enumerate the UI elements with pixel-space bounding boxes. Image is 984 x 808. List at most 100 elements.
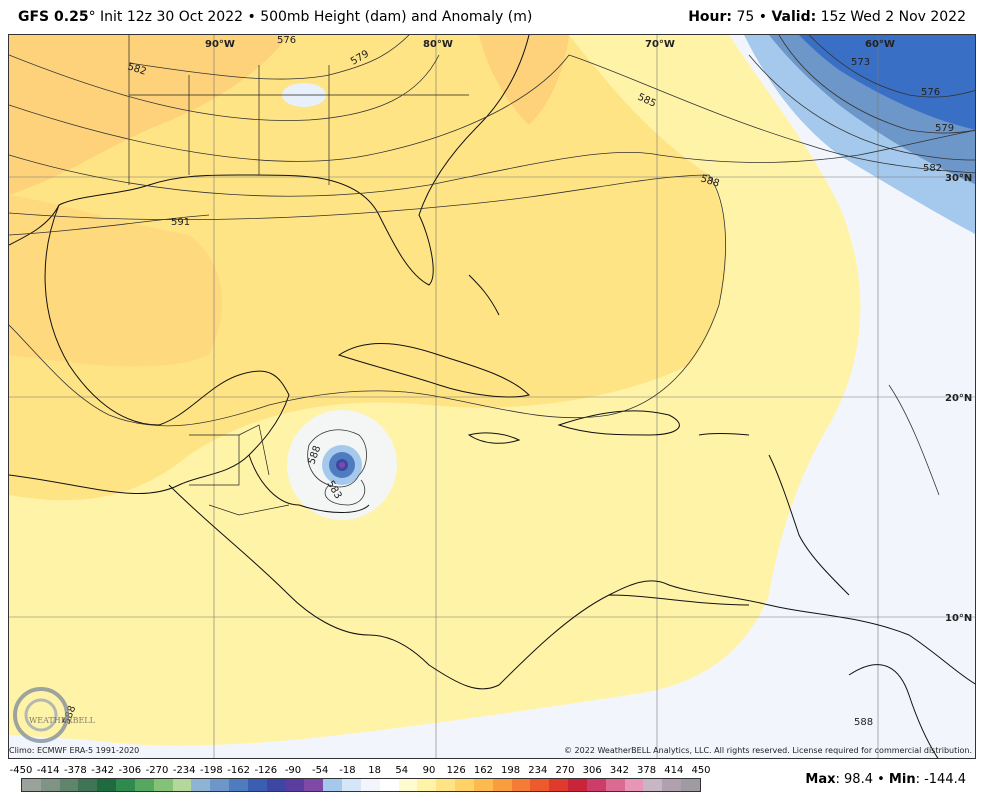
copyright-note: © 2022 WeatherBELL Analytics, LLC. All r… — [564, 746, 972, 755]
legend-swatch — [22, 779, 41, 791]
contour-label-576: 576 — [277, 35, 296, 46]
longitude-labels: 90°W 80°W 70°W 60°W — [205, 39, 895, 50]
legend-colorbar — [21, 778, 701, 792]
lon-80w-label: 80°W — [423, 39, 453, 50]
lon-70w-label: 70°W — [645, 39, 675, 50]
legend-tick-label: 414 — [664, 765, 684, 776]
legend-swatch — [153, 779, 173, 791]
legend-swatch — [568, 779, 587, 791]
height-contours — [9, 35, 975, 506]
contour-label-573: 573 — [851, 57, 870, 68]
separator: • — [243, 9, 261, 25]
legend-swatch — [549, 779, 569, 791]
legend-swatch — [473, 779, 493, 791]
contour-label-576-ne: 576 — [921, 87, 940, 98]
legend-swatch — [229, 779, 248, 791]
header: GFS 0.25° Init 12z 30 Oct 2022 • 500mb H… — [0, 0, 984, 34]
legend-swatch — [78, 779, 98, 791]
legend-tick-label: 306 — [582, 765, 602, 776]
legend-swatch — [492, 779, 512, 791]
max-value: : 98.4 — [835, 772, 873, 787]
logo-text: WEATHERBELL — [29, 716, 96, 725]
legend-swatch — [304, 779, 324, 791]
legend-swatch — [662, 779, 681, 791]
coastlines — [9, 35, 975, 758]
legend-tick-label: 450 — [691, 765, 711, 776]
legend-tick-label: 126 — [446, 765, 466, 776]
legend-tick-label: -126 — [254, 765, 278, 776]
hour-value: 75 — [732, 9, 755, 25]
graticule — [9, 35, 975, 758]
valid-value: 15z Wed 2 Nov 2022 — [816, 9, 966, 25]
contour-label-579-ne: 579 — [935, 123, 954, 134]
legend-swatch — [97, 779, 117, 791]
legend-tick-label: -450 — [9, 765, 33, 776]
legend-tick-label: 198 — [501, 765, 521, 776]
legend-swatch — [285, 779, 305, 791]
legend-swatch — [511, 779, 531, 791]
header-title: GFS 0.25° Init 12z 30 Oct 2022 • 500mb H… — [18, 0, 532, 34]
legend-swatch — [323, 779, 343, 791]
legend-swatch — [605, 779, 625, 791]
legend-swatch — [210, 779, 230, 791]
lat-10n-label: 10°N — [945, 613, 972, 624]
legend-tick-label: -234 — [172, 765, 196, 776]
legend-swatch — [398, 779, 418, 791]
legend-swatch — [586, 779, 606, 791]
legend-tick-label: -198 — [200, 765, 223, 776]
max-label: Max — [805, 772, 836, 787]
contour-label-588-se: 588 — [854, 717, 873, 728]
legend-swatch — [191, 779, 211, 791]
legend-swatch — [59, 779, 79, 791]
legend-tick-label: -378 — [64, 765, 87, 776]
degree-symbol: ° — [88, 9, 96, 25]
latitude-labels: 30°N 20°N 10°N — [945, 173, 972, 624]
contour-label-582-ne: 582 — [923, 163, 942, 174]
legend-swatch — [436, 779, 456, 791]
hour-label: Hour: — [688, 9, 733, 25]
legend-swatch — [172, 779, 192, 791]
legend-tick-label: -306 — [118, 765, 142, 776]
legend-tick-label: -270 — [145, 765, 169, 776]
legend-swatch — [266, 779, 286, 791]
separator: • — [754, 9, 772, 25]
legend-tick-label: -414 — [36, 765, 60, 776]
maxmin-separator: • — [872, 772, 889, 787]
valid-label: Valid: — [771, 9, 817, 25]
legend-swatch — [643, 779, 663, 791]
weatherbell-logo: WEATHERBELL — [13, 687, 96, 743]
legend-swatch — [417, 779, 437, 791]
legend-swatch — [247, 779, 267, 791]
map-canvas: 90°W 80°W 70°W 60°W 30°N 20°N 10°N 576 5… — [9, 35, 975, 758]
model-name: GFS 0.25 — [18, 9, 89, 25]
lon-60w-label: 60°W — [865, 39, 895, 50]
lon-90w-label: 90°W — [205, 39, 235, 50]
anomaly-warm-gulf — [9, 195, 223, 367]
legend-tick-label: 54 — [395, 765, 409, 776]
anomaly-warm-strong-ne — [479, 35, 569, 125]
lat-30n-label: 30°N — [945, 173, 972, 184]
legend-tick-label: 234 — [528, 765, 548, 776]
legend-tick-label: 18 — [368, 765, 381, 776]
legend-swatch — [40, 779, 60, 791]
contour-label-591: 591 — [171, 217, 190, 228]
max-min-readout: Max: 98.4 • Min: -144.4 — [805, 772, 966, 787]
legend-tick-label: 162 — [473, 765, 493, 776]
min-value: : -144.4 — [915, 772, 966, 787]
legend-swatch — [530, 779, 550, 791]
init-time: Init 12z 30 Oct 2022 — [95, 9, 244, 25]
legend-swatch — [360, 779, 380, 791]
product-name: 500mb Height (dam) and Anomaly (m) — [260, 9, 533, 25]
legend-swatch — [116, 779, 135, 791]
legend-tick-labels: -450 -414 -378 -342 -306 -270 -234 -198 -162 -126… — [10, 765, 711, 777]
legend-tick-label: -18 — [339, 765, 356, 776]
legend-tick-label: -90 — [284, 765, 302, 776]
legend-swatch — [680, 779, 700, 791]
climo-note: Climo: ECMWF ERA-5 1991-2020 — [9, 746, 140, 755]
min-label: Min — [888, 772, 916, 787]
map-panel: 90°W 80°W 70°W 60°W 30°N 20°N 10°N 576 5… — [8, 34, 976, 759]
legend-tick-label: -54 — [312, 765, 329, 776]
legend-swatch — [455, 779, 474, 791]
cyclone-eye — [339, 462, 345, 468]
lat-20n-label: 20°N — [945, 393, 972, 404]
